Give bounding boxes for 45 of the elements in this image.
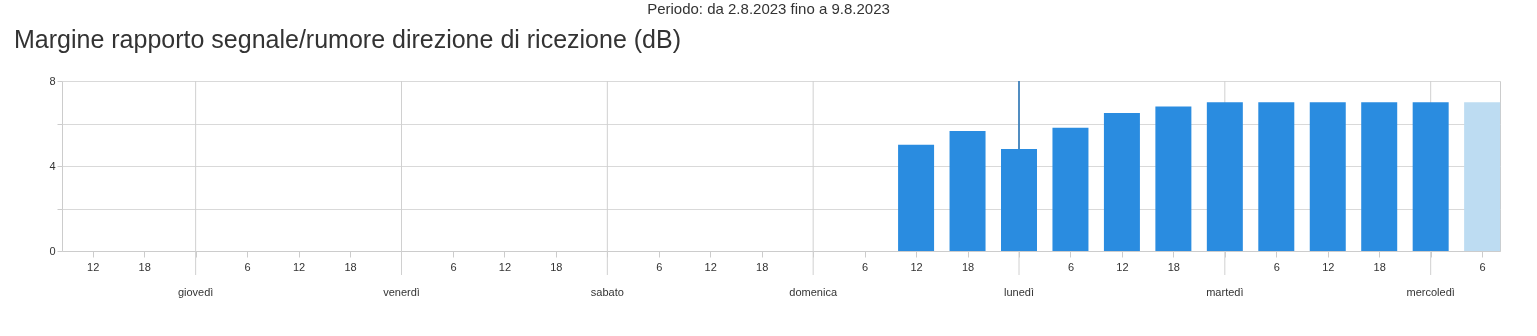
x-tick-label: 12: [498, 260, 512, 273]
bar: [1309, 102, 1346, 251]
text: martedì: [1206, 286, 1244, 298]
y-tick-label: 8: [49, 74, 56, 87]
text: giovedì: [177, 286, 214, 298]
bar: [898, 144, 935, 251]
y-tick-label: 0: [49, 244, 56, 257]
x-tick-label: 18: [961, 260, 975, 273]
x-tick-label: 18: [138, 260, 151, 273]
chart-title: Margine rapporto segnale/rumore direzione di ricezione (dB): [14, 25, 682, 53]
x-tick-label: 12: [1322, 260, 1335, 273]
bar: [1361, 102, 1398, 251]
bar: [949, 130, 986, 251]
bar: [1412, 102, 1449, 251]
x-tick-label: 6: [656, 260, 663, 273]
bar: [1155, 106, 1192, 251]
text: sabato: [590, 286, 624, 298]
x-tick-label: 18: [1373, 260, 1386, 273]
x-tick-label: 18: [550, 260, 563, 273]
x-tick-label: 18: [1167, 260, 1180, 273]
text: venerdì: [383, 286, 420, 298]
x-tick-label: 6: [1067, 260, 1075, 273]
bar: [1052, 127, 1089, 251]
y-tick-label: 4: [49, 159, 56, 172]
x-tick-label: 12: [704, 260, 717, 273]
bar: [1464, 102, 1501, 251]
x-tick-label: 18: [756, 260, 769, 273]
x-tick-label: 18: [344, 260, 357, 273]
bar: [1103, 112, 1140, 251]
x-tick-label: 12: [1116, 260, 1129, 273]
x-tick-label: 6: [244, 260, 251, 273]
text: lunedì: [1004, 286, 1034, 298]
x-tick-label: 6: [862, 260, 869, 273]
x-tick-label: 12: [292, 260, 306, 273]
text: mercoledì: [1406, 286, 1455, 298]
text: domenica: [789, 286, 838, 298]
bar: [1258, 102, 1295, 251]
x-tick-label: 6: [1273, 260, 1280, 273]
bar: [1206, 102, 1243, 251]
chart-subtitle: Periodo: da 2.8.2023 fino a 9.8.2023: [646, 0, 891, 18]
x-tick-label: 6: [450, 260, 457, 273]
bar: [1001, 149, 1037, 251]
x-tick-label: 12: [87, 260, 100, 273]
x-tick-label: 12: [910, 260, 923, 273]
x-tick-label: 6: [1479, 260, 1486, 273]
